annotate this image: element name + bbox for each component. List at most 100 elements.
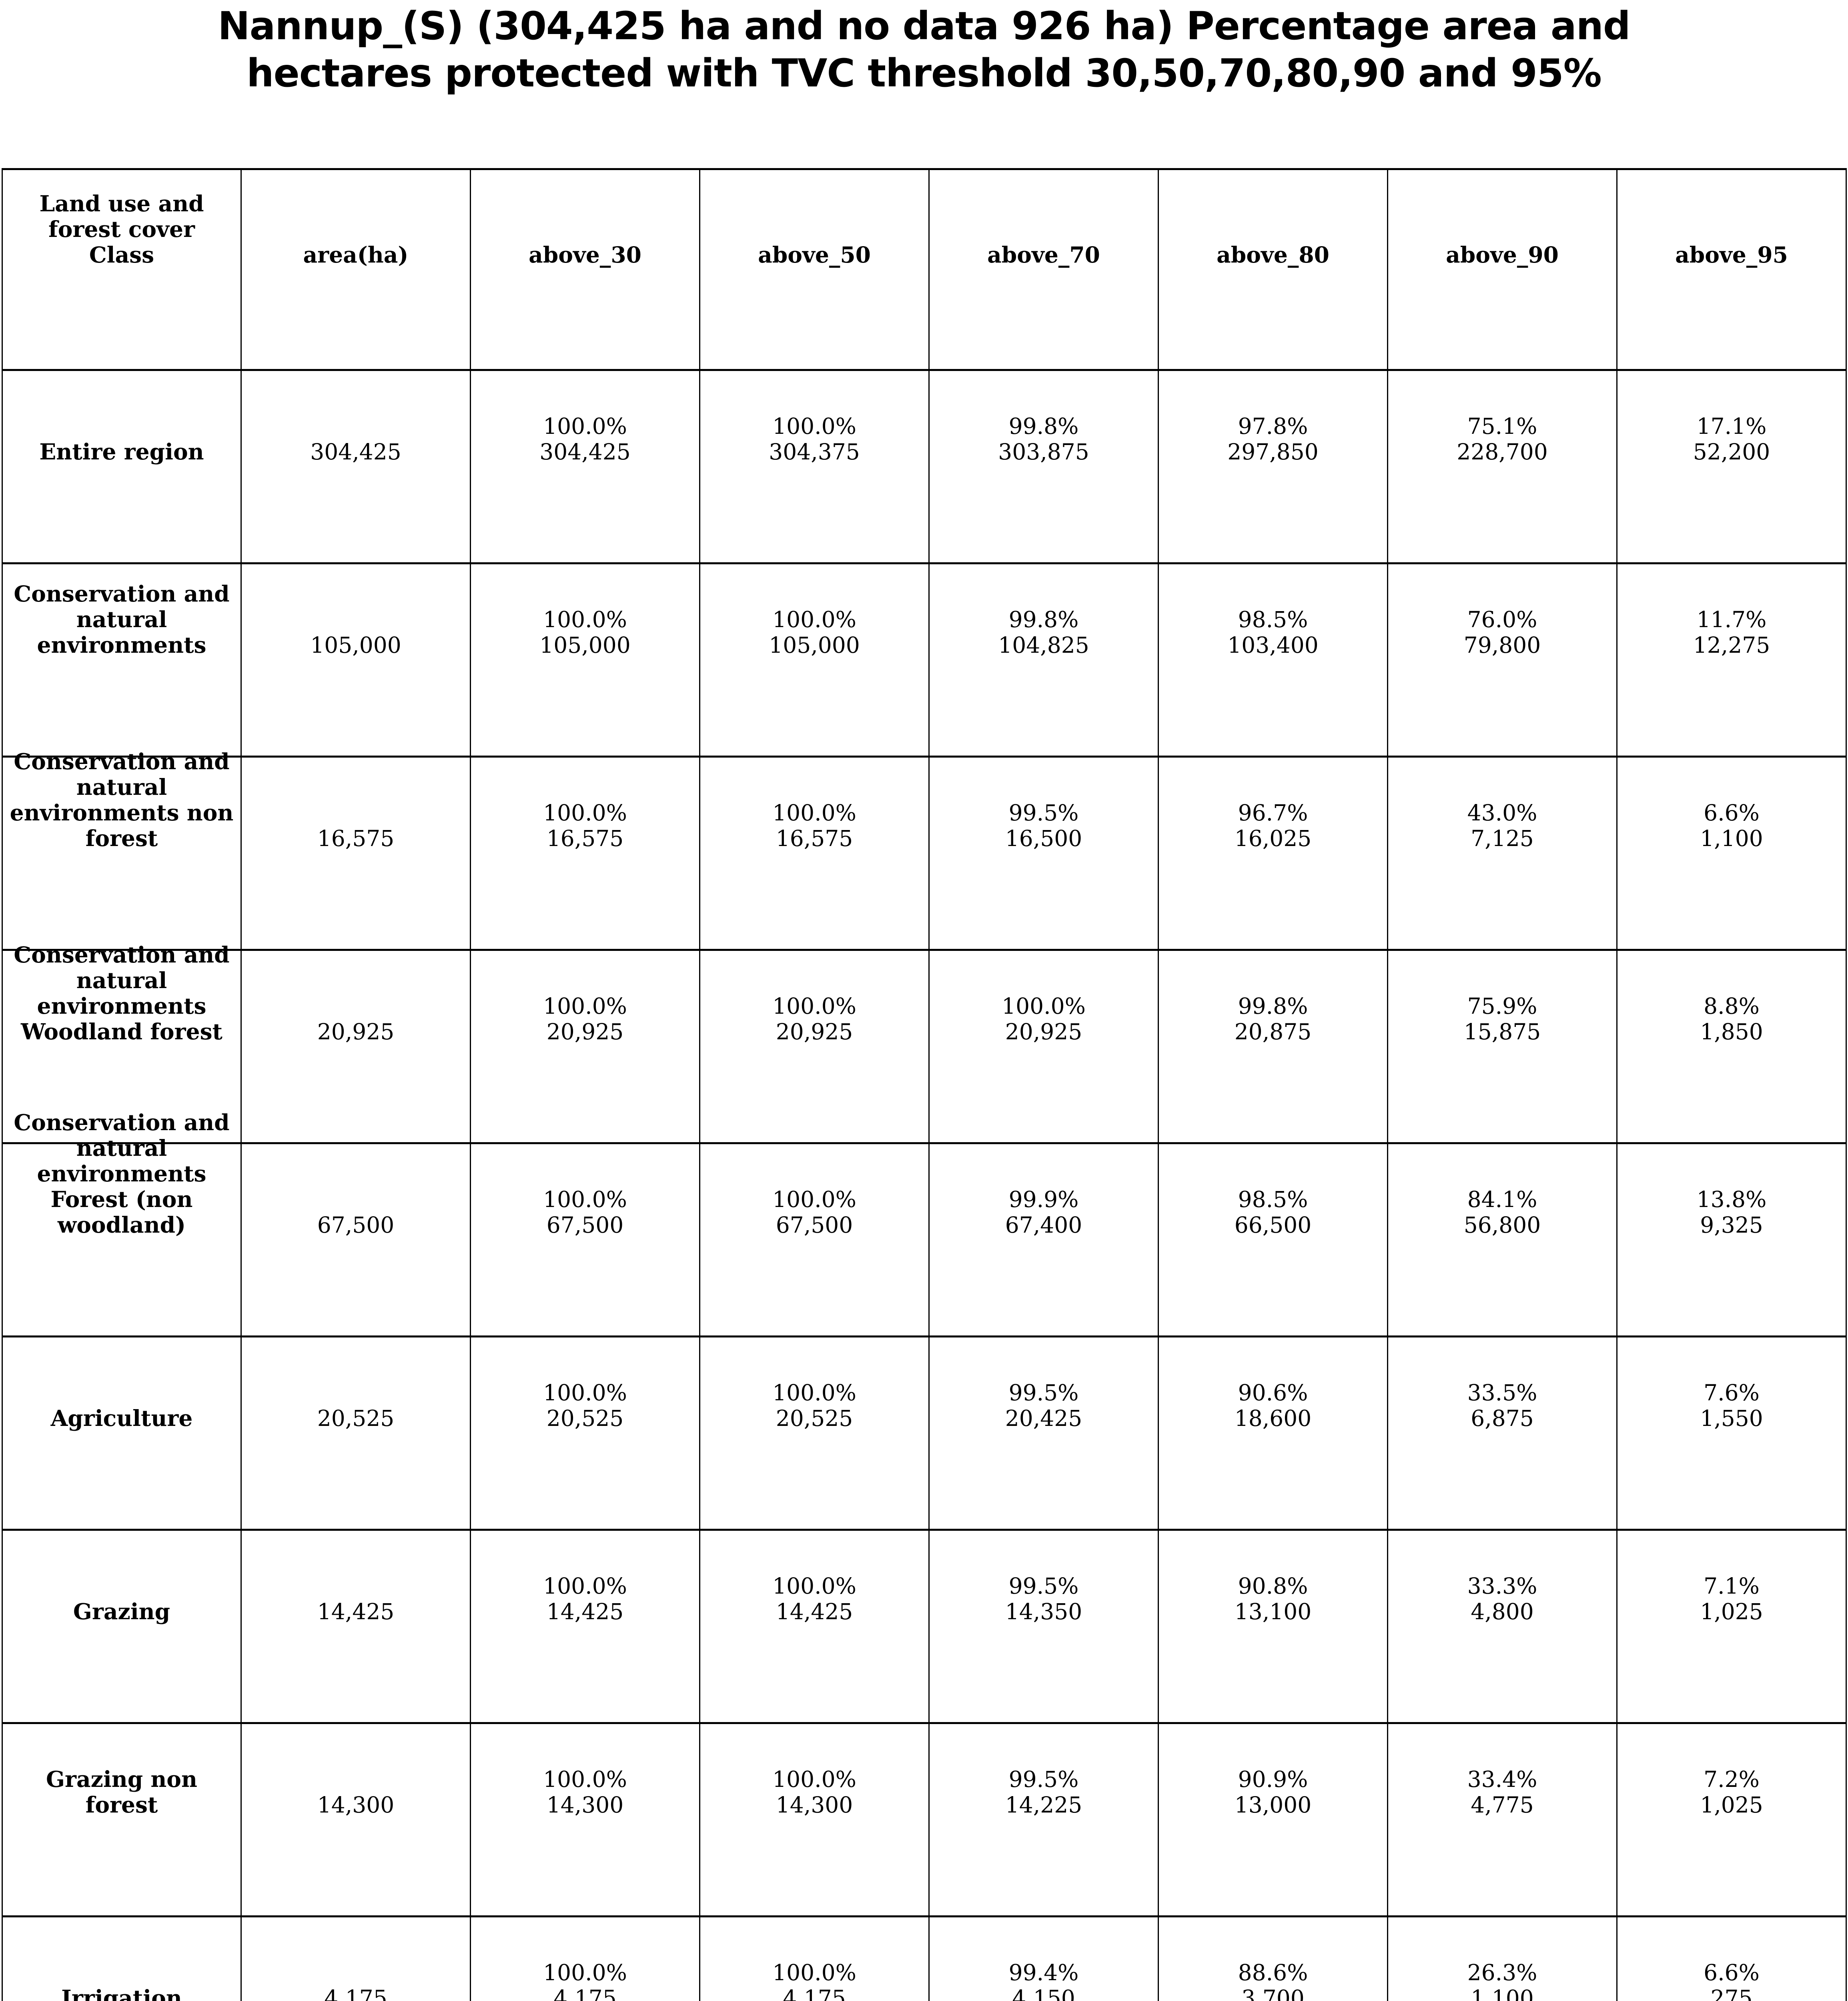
threshold-cell: 100.0% 20,925 (928, 949, 1159, 1144)
area-cell: 105,000 (241, 563, 471, 757)
area-cell: 67,500 (241, 1143, 471, 1337)
threshold-values: 99.4% 4,150 (1008, 1960, 1079, 2001)
area-cell: 14,300 (241, 1722, 471, 1917)
column-header-label: above_80 (1217, 241, 1329, 268)
threshold-cell: 96.7% 16,025 (1158, 756, 1388, 950)
area-value: 304,425 (310, 439, 401, 465)
threshold-values: 100.0% 20,525 (772, 1380, 856, 1432)
table-row: Agriculture 20,525 100.0% 20,525 100.0% 20,… (2, 1336, 1847, 1530)
threshold-cell: 33.5% 6,875 (1387, 1336, 1618, 1530)
table-row: Entire region 304,425 100.0% 304,425 100.0%… (2, 369, 1847, 564)
threshold-cell: 6.6% 275 (1616, 1916, 1847, 2001)
threshold-cell: 100.0% 67,500 (470, 1143, 700, 1337)
threshold-values: 76.0% 79,800 (1463, 607, 1541, 658)
table-body: Entire region 304,425 100.0% 304,425 100.0%… (2, 369, 1847, 2001)
threshold-values: 6.6% 1,100 (1700, 800, 1763, 852)
threshold-values: 98.5% 66,500 (1234, 1187, 1312, 1238)
row-label: Grazing non forest (46, 1766, 197, 1818)
area-value: 16,575 (317, 826, 395, 852)
threshold-cell: 33.4% 4,775 (1387, 1722, 1618, 1917)
threshold-cell: 100.0% 14,425 (699, 1529, 930, 1724)
threshold-cell: 90.8% 13,100 (1158, 1529, 1388, 1724)
column-header-label: above_90 (1446, 241, 1559, 268)
area-value: 4,175 (324, 1985, 387, 2001)
area-value: 14,425 (317, 1599, 395, 1625)
threshold-values: 8.8% 1,850 (1700, 993, 1763, 1045)
area-cell: 14,425 (241, 1529, 471, 1724)
threshold-values: 100.0% 67,500 (543, 1187, 627, 1238)
threshold-cell: 100.0% 105,000 (470, 563, 700, 757)
threshold-values: 97.8% 297,850 (1227, 413, 1319, 465)
threshold-cell: 98.5% 103,400 (1158, 563, 1388, 757)
area-value: 105,000 (310, 632, 401, 658)
threshold-cell: 100.0% 20,925 (470, 949, 700, 1144)
threshold-values: 96.7% 16,025 (1234, 800, 1312, 852)
threshold-cell: 7.1% 1,025 (1616, 1529, 1847, 1724)
threshold-values: 11.7% 12,275 (1693, 607, 1770, 658)
row-label: Irrigation (61, 1985, 182, 2001)
threshold-cell: 90.9% 13,000 (1158, 1722, 1388, 1917)
threshold-values: 100.0% 304,375 (769, 413, 860, 465)
column-header-label: Land use and forest cover Class (39, 190, 204, 268)
column-header: above_95 (1616, 168, 1847, 371)
threshold-values: 7.6% 1,550 (1700, 1380, 1763, 1432)
threshold-cell: 100.0% 14,425 (470, 1529, 700, 1724)
threshold-cell: 100.0% 14,300 (470, 1722, 700, 1917)
table-row: Grazing 14,425 100.0% 14,425 100.0% 14,425 9… (2, 1529, 1847, 1724)
threshold-cell: 75.1% 228,700 (1387, 369, 1618, 564)
threshold-cell: 99.8% 20,875 (1158, 949, 1388, 1144)
header-row: Land use and forest cover Class area(ha) a… (2, 168, 1847, 371)
tvc-protection-table: Land use and forest cover Class area(ha) a… (2, 168, 1847, 2001)
column-header-label: area(ha) (303, 241, 409, 268)
row-label-cell: Irrigation (2, 1916, 242, 2001)
threshold-values: 84.1% 56,800 (1463, 1187, 1541, 1238)
threshold-values: 100.0% 20,925 (543, 993, 627, 1045)
threshold-values: 100.0% 14,425 (543, 1573, 627, 1625)
threshold-cell: 99.5% 20,425 (928, 1336, 1159, 1530)
threshold-values: 99.5% 16,500 (1005, 800, 1082, 852)
row-label-cell: Conservation and natural environments no… (2, 749, 242, 950)
threshold-values: 75.1% 228,700 (1457, 413, 1548, 465)
column-header-label: above_70 (987, 241, 1100, 268)
threshold-cell: 100.0% 16,575 (699, 756, 930, 950)
threshold-cell: 100.0% 20,925 (699, 949, 930, 1144)
column-header: above_50 (699, 168, 930, 371)
threshold-values: 100.0% 304,425 (539, 413, 631, 465)
threshold-values: 100.0% 105,000 (539, 607, 631, 658)
threshold-cell: 99.9% 67,400 (928, 1143, 1159, 1337)
threshold-values: 100.0% 14,425 (772, 1573, 856, 1625)
threshold-cell: 99.4% 4,150 (928, 1916, 1159, 2001)
threshold-values: 100.0% 14,300 (772, 1766, 856, 1818)
threshold-cell: 43.0% 7,125 (1387, 756, 1618, 950)
threshold-cell: 7.2% 1,025 (1616, 1722, 1847, 1917)
threshold-values: 7.2% 1,025 (1700, 1766, 1763, 1818)
area-cell: 304,425 (241, 369, 471, 564)
threshold-cell: 99.8% 104,825 (928, 563, 1159, 757)
threshold-cell: 26.3% 1,100 (1387, 1916, 1618, 2001)
row-label: Entire region (39, 439, 204, 465)
threshold-values: 100.0% 105,000 (769, 607, 860, 658)
threshold-cell: 17.1% 52,200 (1616, 369, 1847, 564)
threshold-cell: 99.5% 16,500 (928, 756, 1159, 950)
threshold-values: 88.6% 3,700 (1238, 1960, 1308, 2001)
threshold-values: 100.0% 16,575 (772, 800, 856, 852)
column-header-class: Land use and forest cover Class (2, 168, 242, 371)
threshold-cell: 100.0% 20,525 (699, 1336, 930, 1530)
threshold-values: 99.5% 14,350 (1005, 1573, 1082, 1625)
row-label-cell: Grazing non forest (2, 1722, 242, 1917)
area-value: 14,300 (317, 1792, 395, 1818)
threshold-cell: 13.8% 9,325 (1616, 1143, 1847, 1337)
column-header: area(ha) (241, 168, 471, 371)
table-row: Grazing non forest 14,300 100.0% 14,300 100… (2, 1722, 1847, 1917)
threshold-cell: 97.8% 297,850 (1158, 369, 1388, 564)
threshold-cell: 84.1% 56,800 (1387, 1143, 1618, 1337)
row-label: Conservation and natural environments Wo… (14, 942, 230, 1045)
table-row: Conservation and natural environments Wo… (2, 942, 1847, 1144)
threshold-values: 100.0% 16,575 (543, 800, 627, 852)
threshold-values: 33.4% 4,775 (1467, 1766, 1537, 1818)
threshold-cell: 11.7% 12,275 (1616, 563, 1847, 757)
column-header: above_90 (1387, 168, 1618, 371)
threshold-values: 100.0% 14,300 (543, 1766, 627, 1818)
threshold-values: 99.9% 67,400 (1005, 1187, 1082, 1238)
row-label: Conservation and natural environments Fo… (14, 1109, 230, 1238)
